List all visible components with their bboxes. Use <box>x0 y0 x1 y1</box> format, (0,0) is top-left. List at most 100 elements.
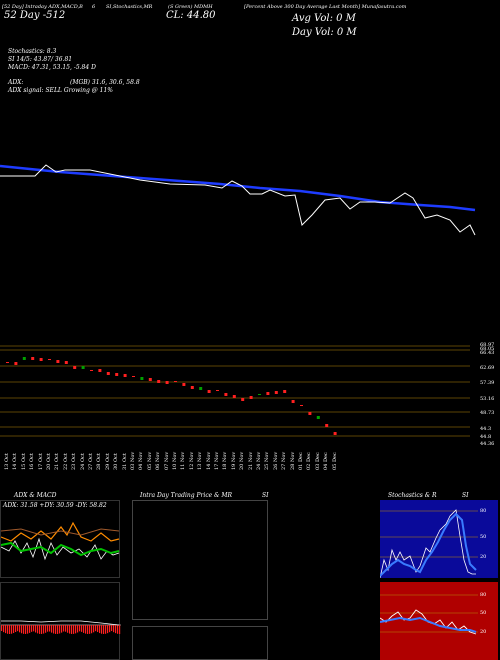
macd-bar <box>27 625 29 634</box>
macd-bar <box>23 625 25 634</box>
macd-bar <box>25 625 27 634</box>
intraday-panel <box>132 500 268 620</box>
price-line <box>0 164 476 236</box>
macd-bar <box>19 625 21 633</box>
macd-readout: MACD: 47.31, 53.15, -5.84 D <box>8 64 96 71</box>
macd-bar <box>119 625 121 634</box>
macd-bar <box>1 625 3 631</box>
candle <box>291 400 295 403</box>
macd-bar <box>117 625 119 634</box>
macd-bar <box>39 625 41 634</box>
avg-volume: Avg Vol: 0 M <box>292 13 356 24</box>
date-label: 27 Nov <box>281 451 288 470</box>
rsi-level-50: 50 <box>480 610 487 616</box>
macd-bar <box>65 625 67 632</box>
date-label: 18 Nov <box>222 451 229 470</box>
day-volume: Day Vol: 0 M <box>292 27 357 38</box>
date-label: 17 Nov <box>214 451 220 470</box>
candle <box>224 393 228 396</box>
candle <box>64 361 68 364</box>
candle <box>31 357 35 360</box>
stochastics-title: Stochastics & R <box>388 492 437 499</box>
rsi-level-80: 80 <box>480 592 487 598</box>
header-source: [Percent Above 300 Day Average Last Mont… <box>244 4 407 10</box>
date-label: 10 Nov <box>172 451 178 470</box>
date-label: 29 Oct <box>104 453 111 470</box>
macd-bar <box>103 625 105 634</box>
date-label: 21 Oct <box>54 453 61 470</box>
main-price-chart <box>0 164 476 236</box>
date-label: 04 Nov <box>138 451 145 470</box>
macd-bar <box>73 625 75 634</box>
candle <box>174 381 177 382</box>
candle <box>266 392 270 395</box>
stochastics-readout: Stochastics: 8.3 <box>8 48 57 55</box>
stoch-level-50: 50 <box>480 534 487 540</box>
candle <box>258 394 261 395</box>
date-label: 28 Oct <box>96 453 103 470</box>
candle <box>249 396 253 399</box>
macd-bar <box>33 625 35 632</box>
rsi-level-20: 20 <box>480 629 487 635</box>
adx-panel-readout: ADX: 31.58 +DY: 30.59 -DY: 58.82 <box>3 502 107 509</box>
date-label: 12 Nov <box>188 451 195 470</box>
candle <box>90 370 93 371</box>
macd-bar <box>57 625 59 634</box>
price-level-label: 44.3 <box>480 426 492 432</box>
macd-bar <box>59 625 61 634</box>
date-label: 27 Oct <box>88 453 94 470</box>
date-label: 24 Nov <box>256 451 262 470</box>
macd-bar <box>51 625 53 633</box>
stochastics-si-label: SI <box>462 492 469 499</box>
macd-bar <box>113 625 115 633</box>
candle <box>207 390 211 393</box>
date-label: 04 Dec <box>323 452 330 470</box>
date-label: 26 Nov <box>272 451 279 470</box>
date-label: 14 Nov <box>205 451 212 470</box>
header-chart-title: [52 Day] Intraday ADX,MACD,B <box>2 4 83 10</box>
date-label: 22 Oct <box>62 453 69 470</box>
macd-bar <box>5 625 7 634</box>
date-label: 13 Oct <box>4 453 10 470</box>
intraday-si-label: SI <box>262 492 269 499</box>
candle <box>190 386 194 389</box>
date-label: 17 Oct <box>37 453 44 470</box>
macd-bar <box>9 625 11 634</box>
adx-signal: ADX signal: SELL Growing @ 11% <box>8 87 113 94</box>
period-change: 52 Day -512 <box>4 10 66 21</box>
date-label: 25 Nov <box>264 451 271 470</box>
macd-bar <box>99 625 101 634</box>
macd-bar <box>95 625 97 632</box>
macd-bar <box>109 625 111 633</box>
macd-bar <box>3 625 5 633</box>
macd-bar <box>71 625 73 634</box>
stochastics-panel: 80 50 20 <box>380 500 498 578</box>
macd-bar <box>17 625 19 632</box>
close-price: CL: 44.80 <box>166 10 216 21</box>
macd-bar <box>43 625 45 634</box>
price-level-label: 44.8 <box>480 434 492 440</box>
candle <box>241 398 245 401</box>
candle <box>98 369 102 372</box>
date-label: 03 Nov <box>130 451 136 470</box>
macd-bar <box>77 625 79 633</box>
candle <box>182 383 186 386</box>
stoch-level-80: 80 <box>480 508 487 514</box>
header-indicators: SI,Stochastics,MR <box>106 4 153 10</box>
macd-bar <box>115 625 117 634</box>
macd-panel <box>0 582 121 660</box>
candle-chart <box>0 345 470 437</box>
candle <box>73 366 77 369</box>
candle <box>283 390 287 393</box>
adx-panel: ADX: 31.58 +DY: 30.59 -DY: 58.82 <box>0 500 120 578</box>
candle <box>216 390 219 391</box>
date-label: 03 Dec <box>314 452 321 470</box>
macd-bar <box>37 625 39 634</box>
intraday-volume-panel <box>132 626 268 660</box>
date-label: 20 Oct <box>46 453 52 470</box>
candle <box>165 381 169 384</box>
candle <box>308 412 312 415</box>
macd-bar <box>105 625 107 634</box>
candle <box>140 377 144 380</box>
candle <box>316 416 320 419</box>
